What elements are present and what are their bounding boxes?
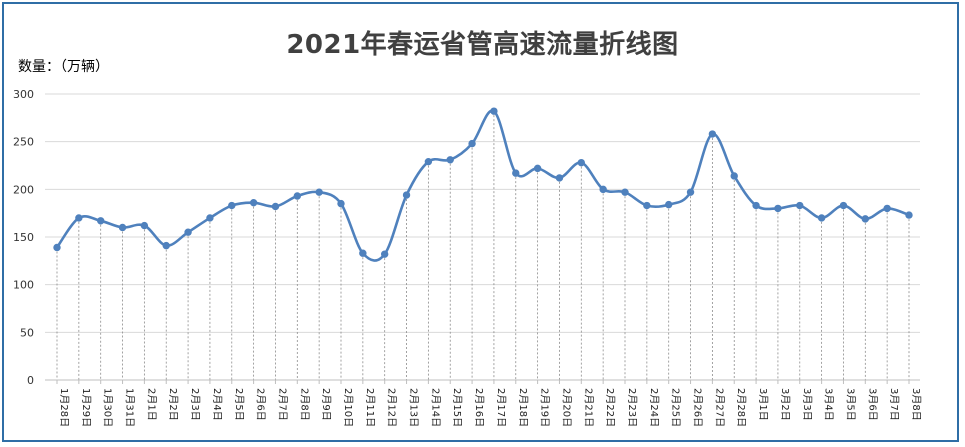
y-tick-labels: 0 50 100 150 200 250 300 bbox=[13, 88, 34, 387]
y-tick-label-300: 300 bbox=[13, 88, 34, 101]
x-tick-labels: 1月28日 1月29日 1月30日 1月31日 2月1日 2月2日 2月3日 2月4日 2月5日… bbox=[58, 388, 922, 427]
data-point bbox=[621, 188, 629, 196]
x-tick-label: 2月23日 bbox=[626, 388, 638, 427]
data-point bbox=[643, 201, 651, 210]
data-point bbox=[140, 221, 149, 230]
x-tick-label: 1月30日 bbox=[102, 388, 114, 427]
data-point bbox=[752, 201, 760, 210]
x-tick-label: 3月8日 bbox=[910, 388, 922, 421]
data-point bbox=[271, 202, 280, 211]
x-tick-label: 2月4日 bbox=[211, 388, 223, 421]
x-tick-label: 2月21日 bbox=[582, 388, 594, 427]
x-tick-label: 2月5日 bbox=[233, 388, 245, 421]
data-point bbox=[380, 250, 389, 258]
y-tick-label-150: 150 bbox=[13, 231, 34, 244]
series-traffic bbox=[53, 107, 913, 262]
y-tick-label-250: 250 bbox=[13, 136, 34, 149]
data-point bbox=[577, 158, 586, 167]
data-point bbox=[96, 217, 105, 225]
y-tick-label-200: 200 bbox=[13, 183, 34, 196]
x-tick-label: 2月16日 bbox=[473, 388, 485, 427]
x-tick-label: 2月24日 bbox=[648, 388, 660, 427]
data-point bbox=[446, 156, 454, 164]
data-point bbox=[162, 241, 170, 250]
x-tick-label: 3月6日 bbox=[866, 388, 878, 421]
gridlines bbox=[45, 93, 920, 333]
x-tick-label: 2月8日 bbox=[298, 388, 310, 421]
x-tick-label: 2月11日 bbox=[364, 388, 376, 427]
axes bbox=[45, 379, 920, 384]
data-point bbox=[839, 201, 848, 210]
x-tick-label: 2月6日 bbox=[255, 388, 267, 421]
data-point bbox=[53, 243, 61, 252]
data-point bbox=[774, 204, 782, 213]
x-tick-label: 1月28日 bbox=[58, 388, 70, 427]
x-tick-label: 2月19日 bbox=[539, 388, 551, 427]
x-tick-label: 2月26日 bbox=[692, 388, 704, 427]
x-tick-label: 2月10日 bbox=[342, 388, 354, 427]
drop-lines bbox=[56, 111, 910, 380]
series-line bbox=[55, 109, 911, 262]
data-point bbox=[533, 164, 542, 173]
x-tick-label: 3月1日 bbox=[757, 388, 769, 421]
data-point bbox=[686, 188, 695, 196]
data-point bbox=[293, 192, 302, 200]
x-tick-label: 2月2日 bbox=[167, 388, 179, 421]
data-point bbox=[512, 169, 520, 177]
x-tick-label: 2月18日 bbox=[517, 388, 529, 427]
x-tick-label: 2月1日 bbox=[145, 388, 157, 421]
x-tick-label: 2月13日 bbox=[408, 388, 420, 427]
data-point bbox=[75, 214, 83, 222]
data-point bbox=[599, 185, 607, 194]
data-point bbox=[315, 188, 323, 196]
data-point bbox=[708, 130, 717, 138]
x-tick-label: 3月7日 bbox=[888, 388, 900, 421]
data-point bbox=[184, 228, 192, 236]
x-tick-label: 3月2日 bbox=[779, 388, 791, 421]
data-point bbox=[905, 211, 913, 219]
data-point bbox=[402, 191, 411, 199]
y-axis-unit-label: 数量：（万辆） bbox=[18, 59, 109, 75]
x-tick-label: 2月14日 bbox=[429, 388, 441, 427]
data-point bbox=[118, 223, 127, 232]
y-tick-label-50: 50 bbox=[20, 326, 34, 339]
data-point bbox=[228, 201, 236, 210]
data-point bbox=[249, 198, 258, 207]
x-tick-label: 2月7日 bbox=[276, 388, 288, 421]
y-tick-label-0: 0 bbox=[27, 374, 34, 387]
x-tick-label: 2月15日 bbox=[451, 388, 463, 427]
x-tick-label: 2月9日 bbox=[320, 388, 332, 421]
x-tick-label: 3月3日 bbox=[801, 388, 813, 421]
x-tick-label: 2月17日 bbox=[495, 388, 507, 427]
x-tick-label: 2月22日 bbox=[604, 388, 616, 427]
x-tick-label: 2月12日 bbox=[386, 388, 398, 427]
data-point bbox=[796, 201, 804, 210]
data-point bbox=[468, 139, 476, 148]
y-tick-label-100: 100 bbox=[13, 279, 34, 292]
data-point bbox=[883, 204, 891, 213]
x-tick-label: 1月29日 bbox=[80, 388, 92, 427]
data-point bbox=[861, 215, 870, 223]
x-tick-label: 2月3日 bbox=[189, 388, 201, 421]
x-tick-label: 3月4日 bbox=[823, 388, 835, 421]
x-tick-label: 1月31日 bbox=[124, 388, 136, 427]
data-point bbox=[206, 214, 214, 222]
x-tick-label: 2月20日 bbox=[560, 388, 572, 427]
chart-title: 2021年春运省管高速流量折线图 bbox=[286, 30, 679, 60]
data-point bbox=[424, 157, 433, 166]
data-point bbox=[730, 172, 738, 180]
data-point bbox=[555, 174, 564, 182]
x-tick-label: 3月5日 bbox=[844, 388, 856, 421]
data-point bbox=[337, 199, 345, 208]
data-point bbox=[490, 107, 498, 115]
x-tick-label: 2月25日 bbox=[670, 388, 682, 427]
x-tick-label: 2月28日 bbox=[735, 388, 747, 427]
x-tick-label: 2月27日 bbox=[713, 388, 725, 427]
data-point bbox=[664, 200, 673, 209]
data-point bbox=[359, 249, 367, 257]
data-point bbox=[817, 214, 826, 222]
